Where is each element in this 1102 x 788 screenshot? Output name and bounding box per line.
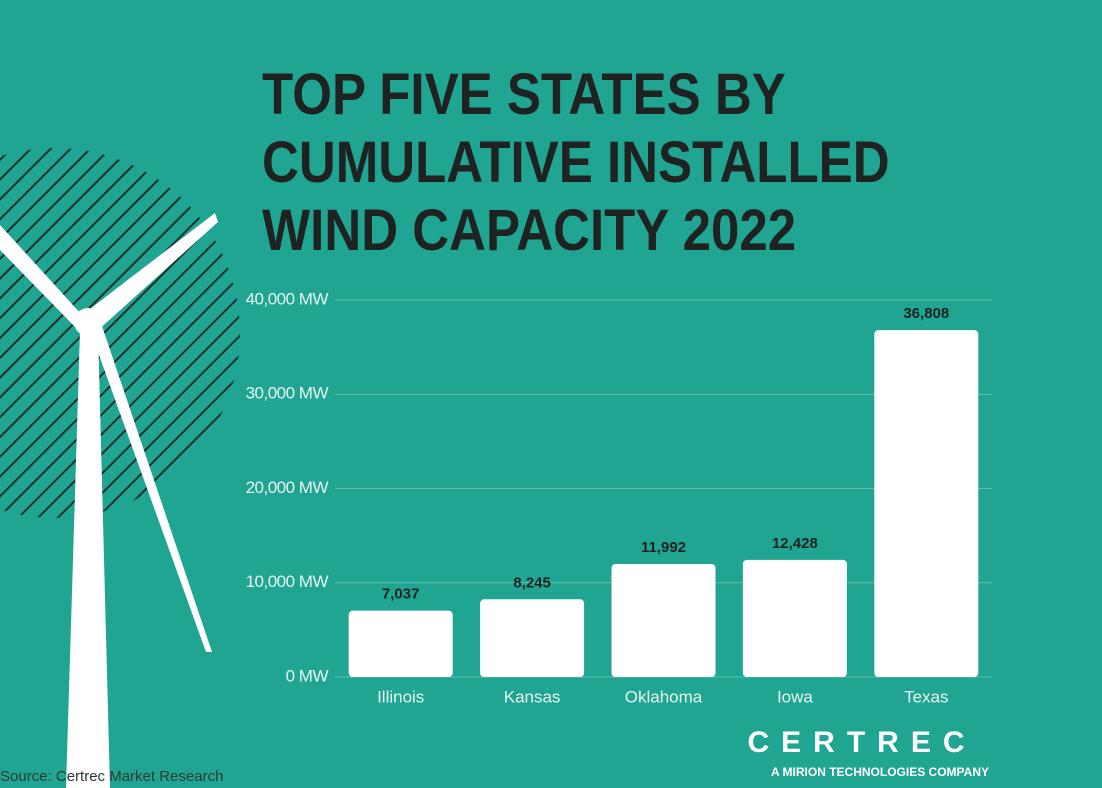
y-tick-label: 20,000 MW <box>246 478 329 497</box>
value-label: 7,037 <box>382 586 420 603</box>
bar <box>874 330 979 677</box>
hatched-circle <box>0 148 240 518</box>
value-label: 12,428 <box>772 535 818 552</box>
value-label: 8,245 <box>513 574 551 591</box>
x-tick-label: Illinois <box>377 687 424 706</box>
chart-title: TOP FIVE STATES BY CUMULATIVE INSTALLED … <box>262 62 890 263</box>
value-label: 11,992 <box>641 539 686 556</box>
bar <box>480 599 585 677</box>
x-tick-label: Texas <box>904 687 948 706</box>
bar <box>742 559 847 677</box>
source-note: Source: Certrec Market Research <box>0 768 223 785</box>
wind-turbine <box>0 213 218 788</box>
bar <box>611 563 716 677</box>
y-tick-label: 10,000 MW <box>246 572 329 591</box>
x-tick-label: Kansas <box>504 687 561 706</box>
value-label: 36,808 <box>903 305 949 322</box>
x-tick-label: Iowa <box>777 687 813 706</box>
y-tick-label: 30,000 MW <box>246 384 329 403</box>
x-tick-label: Oklahoma <box>625 687 703 706</box>
logo: CERTREC <box>747 726 976 759</box>
y-tick-label: 0 MW <box>286 666 329 685</box>
y-tick-label: 40,000 MW <box>246 289 329 308</box>
bar <box>348 610 453 677</box>
logo-tagline: A MIRION TECHNOLOGIES COMPANY <box>771 765 989 779</box>
